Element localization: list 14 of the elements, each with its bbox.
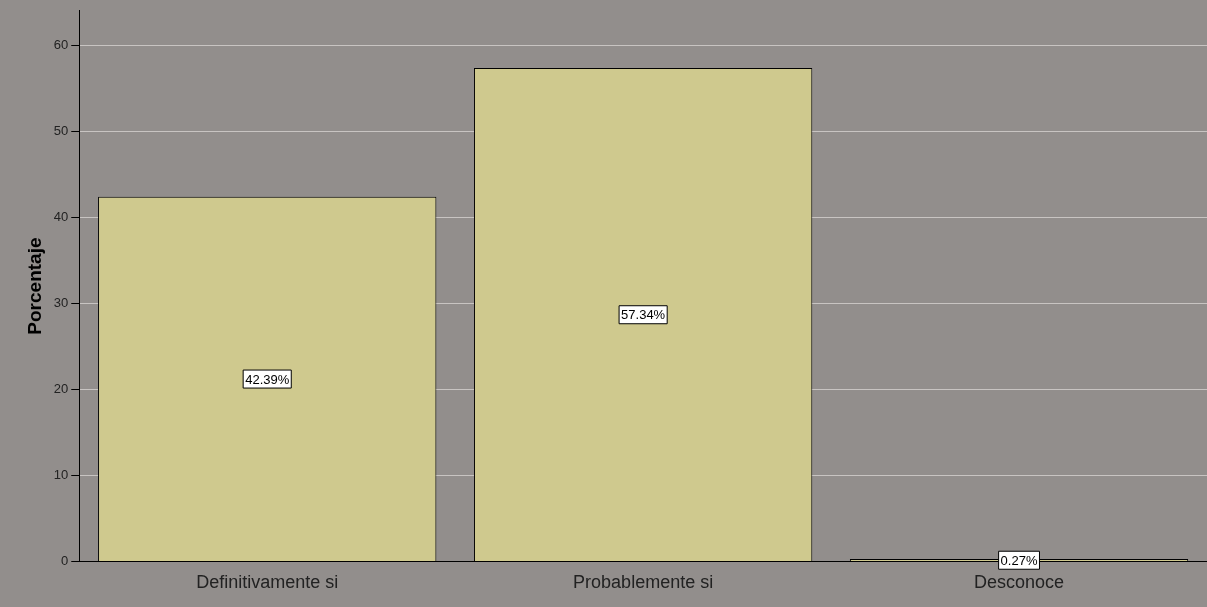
data-label: 57.34% [621, 307, 666, 323]
data-label: 0.27% [1000, 552, 1038, 568]
x-tick-label: Definitivamente si [196, 572, 339, 593]
y-tick-label: 10 [53, 466, 69, 482]
y-tick-label: 30 [53, 294, 69, 310]
y-tick-label: 20 [53, 380, 69, 396]
y-axis-title: Porcentaje [23, 237, 45, 335]
x-tick-label: Desconoce [974, 572, 1065, 593]
y-tick-label: 40 [53, 208, 69, 224]
y-tick-label: 50 [53, 122, 69, 138]
y-tick-label: 0 [61, 552, 69, 568]
x-tick-label: Probablemente si [573, 572, 714, 593]
data-label: 42.39% [245, 371, 290, 387]
y-tick-label: 60 [53, 36, 69, 52]
